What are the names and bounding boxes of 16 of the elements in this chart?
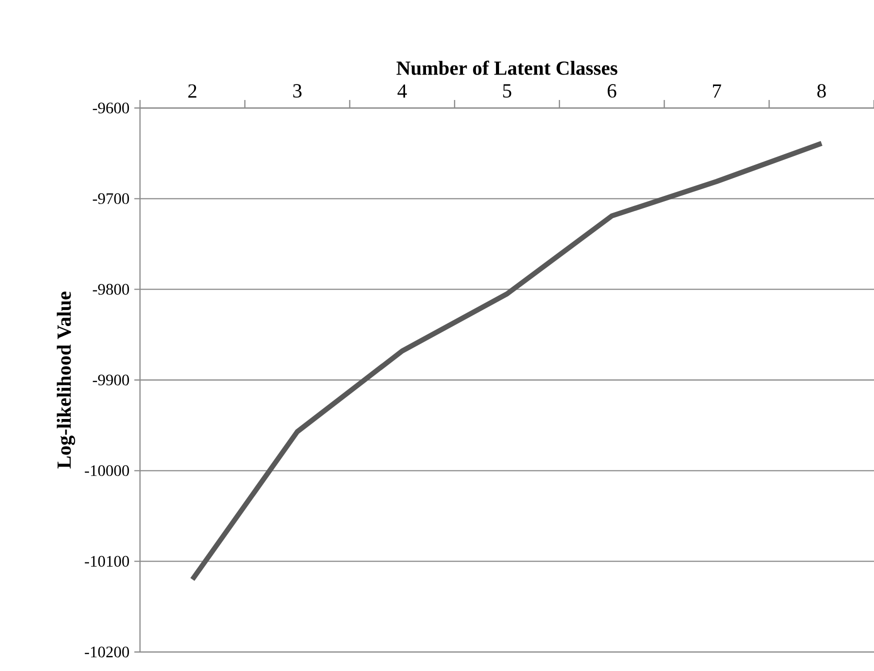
y-axis-title: Log-likelihood Value (56, 292, 76, 468)
x-axis-title: Number of Latent Classes (396, 60, 618, 75)
x-tick-label: 5 (503, 84, 512, 98)
x-tick-label: 3 (293, 84, 302, 98)
y-tick-label: -10100 (84, 556, 129, 567)
y-tick-label: -9900 (92, 374, 129, 386)
x-tick-label: 4 (398, 84, 407, 98)
x-tick-label: 8 (817, 84, 826, 98)
x-tick-label: 2 (188, 84, 196, 98)
y-tick-label: -10200 (84, 646, 129, 658)
y-tick-label: -9600 (92, 102, 129, 114)
y-tick-label: -10000 (84, 465, 129, 476)
y-tick-label: -9800 (92, 284, 129, 295)
x-tick-label: 6 (608, 84, 616, 98)
y-tick-label: -9700 (92, 193, 129, 204)
x-tick-label: 7 (713, 84, 722, 98)
